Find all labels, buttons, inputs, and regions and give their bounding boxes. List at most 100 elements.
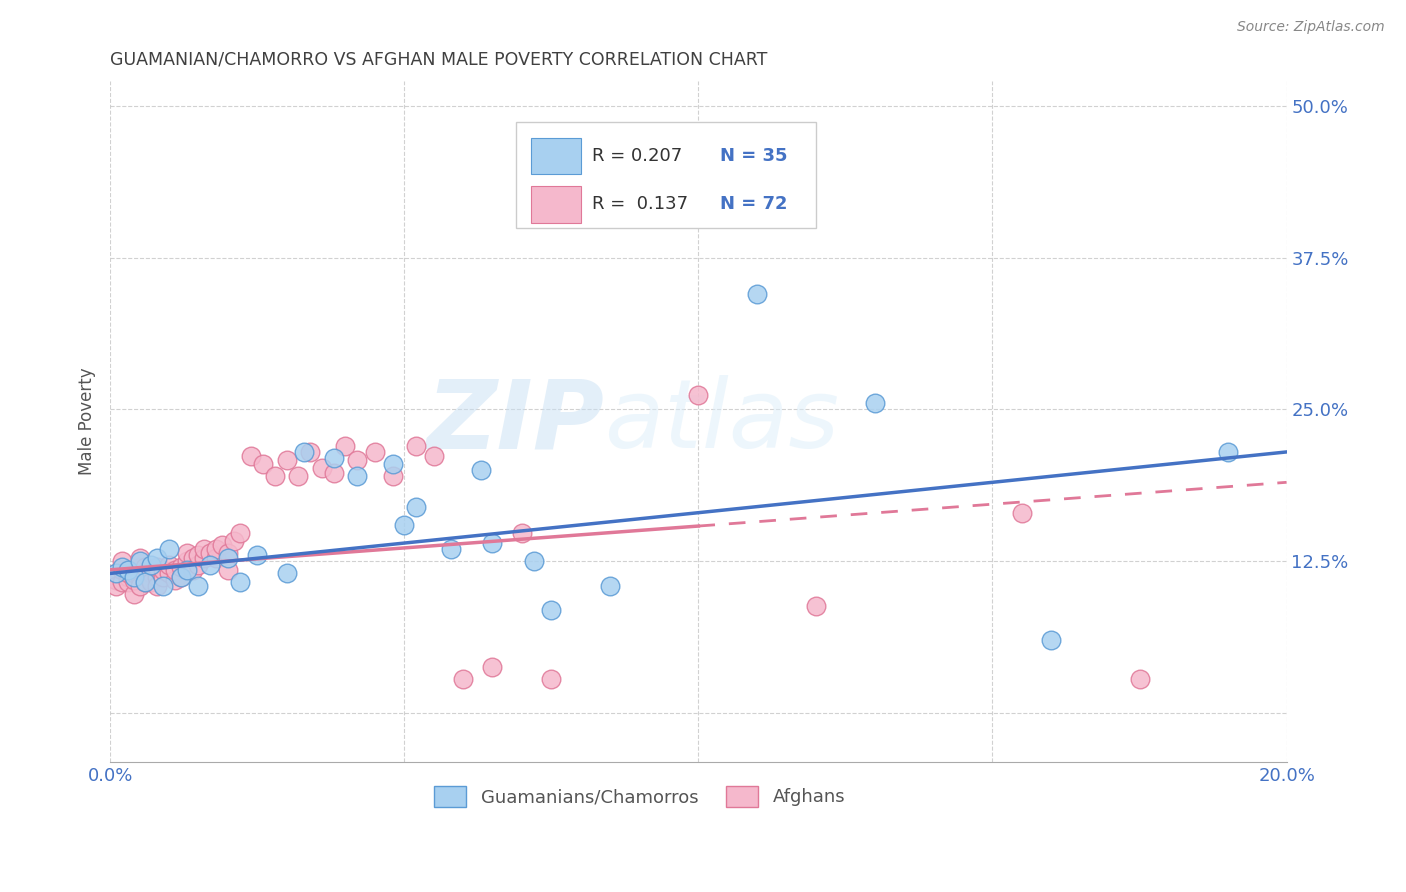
Text: N = 35: N = 35 (720, 147, 787, 165)
Point (346, 469, 368, 483)
Point (141, 574, 163, 589)
Point (311, 460, 333, 475)
Point (157, 566, 180, 581)
Point (422, 449, 444, 463)
Point (240, 449, 263, 463)
Point (322, 450, 344, 465)
Point (863, 396, 886, 410)
Point (122, 566, 145, 581)
Point (405, 439, 427, 453)
FancyBboxPatch shape (516, 122, 815, 227)
Point (176, 554, 198, 568)
Text: N = 72: N = 72 (720, 195, 787, 213)
Point (322, 466, 344, 480)
Point (252, 457, 274, 471)
Point (157, 542, 180, 557)
Point (152, 578, 174, 592)
Point (111, 560, 134, 574)
Point (217, 563, 239, 577)
Point (170, 570, 193, 584)
Point (128, 570, 150, 584)
Point (440, 542, 463, 557)
Point (198, 546, 221, 560)
Point (1040, 633, 1063, 648)
Point (163, 573, 186, 587)
Y-axis label: Male Poverty: Male Poverty (79, 368, 96, 475)
Point (105, 566, 128, 581)
Point (134, 574, 156, 589)
Point (540, 603, 562, 617)
Point (394, 517, 416, 532)
Point (122, 570, 145, 584)
Point (187, 578, 209, 592)
Point (228, 574, 250, 589)
Point (111, 554, 134, 568)
Point (451, 672, 474, 686)
Point (346, 453, 368, 467)
Point (146, 550, 169, 565)
Point (117, 563, 139, 577)
Point (128, 560, 150, 574)
Point (481, 660, 503, 674)
Point (688, 184, 710, 198)
Point (599, 578, 621, 592)
Point (335, 439, 357, 453)
Point (117, 570, 139, 584)
Point (187, 548, 209, 562)
Point (804, 599, 827, 614)
Point (111, 574, 134, 589)
Point (747, 287, 769, 301)
Point (217, 546, 239, 560)
Text: GUAMANIAN/CHAMORRO VS AFGHAN MALE POVERTY CORRELATION CHART: GUAMANIAN/CHAMORRO VS AFGHAN MALE POVERT… (110, 51, 768, 69)
Point (128, 578, 150, 592)
Point (222, 533, 245, 548)
Text: atlas: atlas (605, 375, 839, 468)
Point (117, 574, 139, 589)
Point (176, 546, 198, 560)
Point (141, 558, 163, 572)
Point (111, 563, 134, 577)
Point (1128, 672, 1150, 686)
Point (187, 558, 209, 572)
Point (157, 558, 180, 572)
Point (141, 573, 163, 587)
Point (105, 573, 128, 587)
Legend: Guamanians/Chamorros, Afghans: Guamanians/Chamorros, Afghans (426, 779, 852, 814)
Point (287, 469, 309, 483)
Point (246, 548, 269, 562)
Point (146, 570, 169, 584)
Point (540, 672, 562, 686)
Point (205, 542, 228, 557)
Point (364, 445, 387, 459)
Point (122, 587, 145, 601)
FancyBboxPatch shape (531, 186, 581, 223)
Point (381, 457, 404, 471)
Point (276, 566, 298, 581)
Point (211, 539, 233, 553)
Point (163, 563, 186, 577)
Point (170, 560, 193, 574)
Point (228, 526, 250, 541)
FancyBboxPatch shape (531, 137, 581, 174)
Point (152, 570, 174, 584)
Point (122, 573, 145, 587)
Point (263, 469, 285, 483)
Point (193, 542, 215, 557)
Point (198, 558, 221, 572)
Text: R =  0.137: R = 0.137 (592, 195, 689, 213)
Point (128, 554, 150, 568)
Point (299, 445, 322, 459)
Text: ZIP: ZIP (426, 375, 605, 468)
Point (405, 500, 427, 514)
Point (134, 560, 156, 574)
Point (181, 550, 204, 565)
Point (146, 578, 169, 592)
Point (152, 563, 174, 577)
Point (128, 550, 150, 565)
Text: R = 0.207: R = 0.207 (592, 147, 683, 165)
Point (205, 550, 228, 565)
Point (134, 574, 156, 589)
Point (146, 560, 169, 574)
Point (134, 566, 156, 581)
Point (176, 563, 198, 577)
